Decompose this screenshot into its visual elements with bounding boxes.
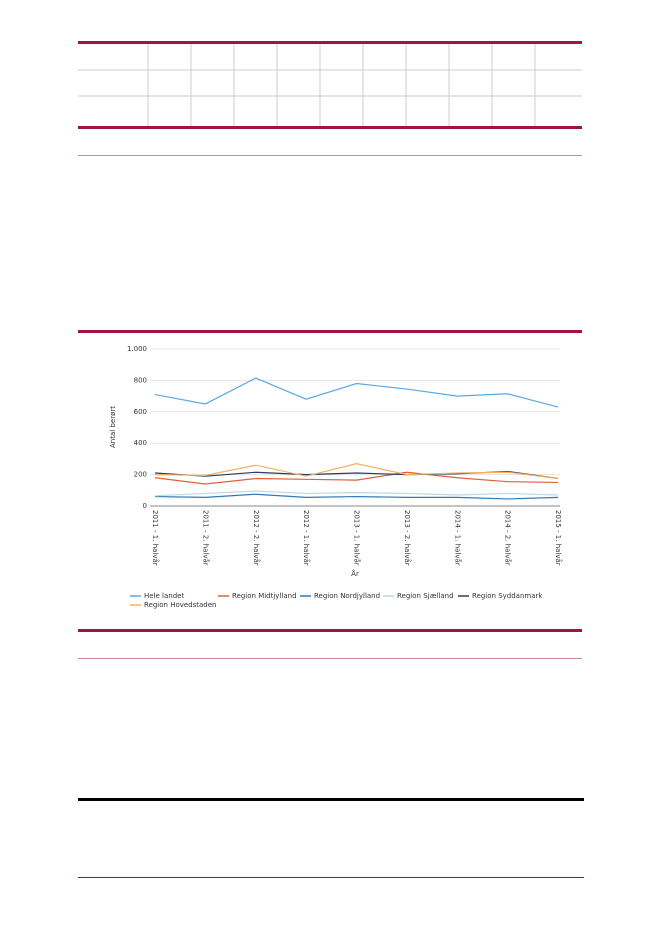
x-tick-label: 2014 - 1. halvår — [453, 510, 462, 566]
series-line — [154, 490, 559, 497]
y-tick-label: 1.000 — [127, 345, 147, 353]
y-tick-label: 600 — [134, 408, 147, 416]
y-tick-label: 0 — [143, 502, 147, 510]
x-tick-label: 2012 - 1. halvår — [302, 510, 311, 566]
x-tick-label: 2011 - 1. halvår — [151, 510, 160, 566]
y-tick-label: 200 — [134, 471, 147, 479]
y-tick-label: 800 — [134, 376, 147, 384]
series-line — [154, 377, 559, 408]
series-line — [154, 462, 559, 480]
rule — [78, 155, 582, 156]
empty-table — [78, 44, 582, 126]
x-tick-label: 2011 - 2. halvår — [201, 510, 210, 566]
x-axis-label: År — [351, 569, 359, 578]
series-line — [154, 471, 559, 485]
rule — [78, 41, 582, 44]
y-tick-label: 400 — [134, 439, 147, 447]
legend-label: Hele landet — [144, 592, 184, 600]
legend-label: Region Midtjylland — [232, 592, 297, 600]
x-tick-label: 2014 - 2. halvår — [504, 510, 513, 566]
rule — [78, 330, 582, 333]
legend-label: Region Nordjylland — [314, 592, 380, 600]
rule — [78, 877, 584, 878]
rule — [78, 658, 582, 659]
legend-label: Region Hovedstaden — [144, 601, 217, 609]
x-tick-label: 2013 - 1. halvår — [353, 510, 362, 566]
legend-label: Region Sjælland — [397, 592, 454, 600]
legend-label: Region Syddanmark — [472, 592, 543, 600]
y-axis-label: Antal berørt — [109, 406, 117, 448]
x-tick-label: 2013 - 2. halvår — [403, 510, 412, 566]
series-line — [154, 493, 559, 500]
rule — [78, 629, 582, 632]
x-tick-label: 2012 - 2. halvår — [252, 510, 261, 566]
x-tick-label: 2015 - 1. halvår — [554, 510, 563, 566]
rule — [78, 798, 584, 801]
rule — [78, 126, 582, 129]
